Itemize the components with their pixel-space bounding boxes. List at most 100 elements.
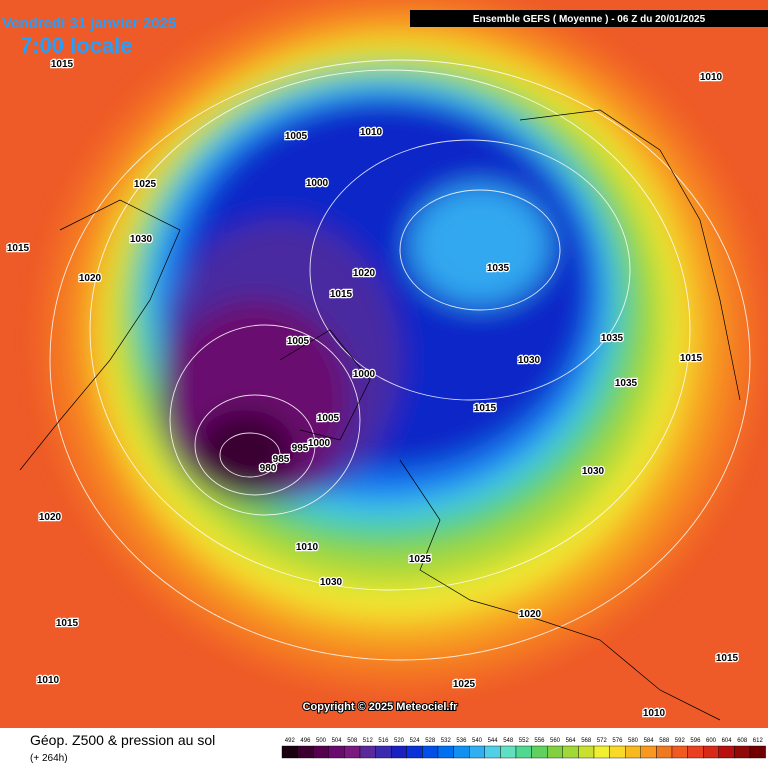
scale-swatch	[671, 745, 688, 759]
scale-swatch	[484, 745, 501, 759]
footer-title: Géop. Z500 & pression au sol	[30, 732, 215, 748]
scale-swatch	[593, 745, 610, 759]
scale-label: 500	[316, 738, 327, 744]
header-band	[410, 10, 768, 27]
scale-swatch	[281, 745, 298, 759]
scale-label: 568	[581, 738, 592, 744]
isobar-label: 1010	[700, 72, 723, 83]
scale-swatch	[734, 745, 751, 759]
isobar-label: 1015	[330, 289, 353, 300]
scale-label: 508	[347, 738, 358, 744]
scale-swatch	[531, 745, 548, 759]
isobar-lines	[49, 59, 751, 661]
isobar-label: 1015	[474, 403, 497, 414]
scale-label: 528	[425, 738, 436, 744]
date-label: Vendredi 31 janvier 2025	[2, 15, 176, 32]
scale-swatch	[562, 745, 579, 759]
scale-label: 604	[722, 738, 733, 744]
scale-label: 584	[644, 738, 655, 744]
isobar-label: 1025	[409, 554, 432, 565]
scale-swatch	[656, 745, 673, 759]
scale-swatch	[547, 745, 564, 759]
isobar-label: 1010	[37, 675, 60, 686]
color-scale: 492 496 500 504 508 512 516 520 524 528 532 536 540 5…	[281, 738, 766, 759]
scale-label: 576	[612, 738, 623, 744]
isobar-label: 1005	[285, 131, 308, 142]
scale-label: 564	[566, 738, 577, 744]
isobar-label: 1020	[353, 268, 376, 279]
isobar-label: 1035	[601, 333, 624, 344]
model-label: Ensemble GEFS ( Moyenne ) - 06 Z du 20/0…	[473, 14, 706, 25]
isobar-label: 1020	[519, 609, 542, 620]
scale-label: 520	[394, 738, 405, 744]
scale-label: 552	[519, 738, 530, 744]
scale-swatch	[344, 745, 361, 759]
scale-label: 544	[488, 738, 499, 744]
isobar-label: 1000	[353, 369, 376, 380]
coastlines	[19, 109, 741, 721]
scale-label: 548	[503, 738, 514, 744]
isobar-label: 1000	[306, 178, 329, 189]
isobar-label: 1015	[51, 59, 74, 70]
isobar-label: 1020	[79, 273, 102, 284]
isobar-label: 1035	[615, 378, 638, 389]
scale-label: 556	[534, 738, 545, 744]
scale-label: 524	[410, 738, 421, 744]
scale-label: 572	[597, 738, 608, 744]
scale-label: 492	[285, 738, 296, 744]
isobar-label: 1030	[518, 355, 541, 366]
scale-swatch	[437, 745, 454, 759]
isobar-label: 980	[260, 463, 277, 474]
scale-label: 580	[628, 738, 639, 744]
isobar-label: 1025	[134, 179, 157, 190]
scale-swatch	[375, 745, 392, 759]
isobar-label: 1005	[287, 336, 310, 347]
scale-swatch	[328, 745, 345, 759]
scale-label: 600	[706, 738, 717, 744]
scale-swatch	[718, 745, 735, 759]
isobar-label: 1025	[453, 679, 476, 690]
time-label: 7:00 locale	[20, 33, 133, 58]
scale-label: 516	[378, 738, 389, 744]
footer-lead: (+ 264h)	[30, 753, 68, 764]
isobar-label: 1010	[643, 708, 666, 719]
scale-swatch	[406, 745, 423, 759]
scale-label: 596	[690, 738, 701, 744]
isobar-label: 1000	[308, 438, 331, 449]
isobar-label: 1035	[487, 263, 510, 274]
scale-swatch	[703, 745, 720, 759]
copyright: Copyright © 2025 Meteociel.fr	[303, 701, 459, 713]
scale-label: 540	[472, 738, 483, 744]
scale-label: 536	[456, 738, 467, 744]
scale-swatch	[640, 745, 657, 759]
isobar-label: 1020	[39, 512, 62, 523]
scale-swatch	[749, 745, 766, 759]
scale-label: 504	[332, 738, 343, 744]
isobar-label: 985	[273, 454, 290, 465]
isobar-label: 995	[292, 443, 309, 454]
scale-swatch	[515, 745, 532, 759]
isobar-label: 1015	[680, 353, 703, 364]
isobar-label: 1010	[360, 127, 383, 138]
isobar-label: 1010	[296, 542, 319, 553]
scale-label: 612	[753, 738, 764, 744]
scale-swatch	[391, 745, 408, 759]
isobar-label: 1005	[317, 413, 340, 424]
scale-label: 592	[675, 738, 686, 744]
scale-swatch	[422, 745, 439, 759]
scale-label: 512	[363, 738, 374, 744]
isobar-label: 1015	[7, 243, 30, 254]
isobar-label: 1015	[716, 653, 739, 664]
scale-swatch	[578, 745, 595, 759]
scale-swatch	[625, 745, 642, 759]
scale-swatch	[609, 745, 626, 759]
scale-swatch	[359, 745, 376, 759]
isobar-label: 1030	[582, 466, 605, 477]
scale-swatch	[687, 745, 704, 759]
isobar-label: 1030	[130, 234, 153, 245]
scale-label: 496	[300, 738, 311, 744]
isobar-label: 1030	[320, 577, 343, 588]
